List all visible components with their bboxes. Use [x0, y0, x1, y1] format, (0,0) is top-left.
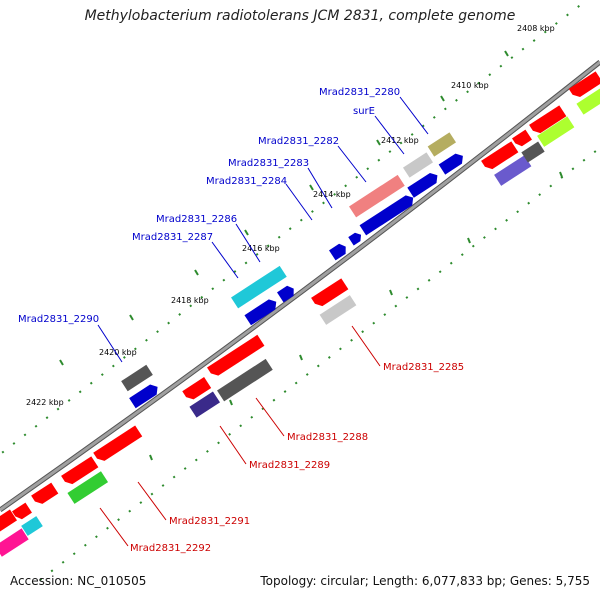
kbp-label-2422: 2422 kbp [26, 398, 64, 407]
gene-pink[interactable] [0, 528, 29, 557]
gene-2288a[interactable] [207, 334, 265, 379]
gene-2284[interactable] [359, 193, 417, 236]
gene-2292[interactable] [67, 471, 109, 504]
label-mrad2831-2283[interactable]: Mrad2831_2283 [228, 158, 309, 169]
label-mrad2831-2284[interactable]: Mrad2831_2284 [206, 176, 287, 187]
gene-2288[interactable] [217, 358, 273, 402]
forward-genes [21, 88, 600, 536]
inner-tick-ring [39, 146, 600, 581]
label-sure[interactable]: surE [353, 106, 375, 117]
reverse-genes [0, 71, 600, 557]
gene-2289a[interactable] [182, 377, 212, 402]
label-leaders [97, 96, 429, 547]
tick-mark [504, 50, 509, 57]
label-mrad2831-2280[interactable]: Mrad2831_2280 [319, 87, 400, 98]
label-mrad2831-2291[interactable]: Mrad2831_2291 [169, 516, 250, 527]
label-mrad2831-2290[interactable]: Mrad2831_2290 [18, 314, 99, 325]
leader-2280 [399, 96, 429, 135]
tick-mark [467, 237, 471, 244]
leader-2289 [219, 425, 247, 465]
leader-2285 [351, 325, 381, 367]
gene-2291[interactable] [61, 456, 99, 487]
outer-tick-ring [0, 0, 589, 456]
kbp-label-2408: 2408 kbp [517, 24, 555, 33]
tick-mark [389, 289, 393, 296]
gene-r4[interactable] [568, 71, 600, 99]
gene-labels: Mrad2831_2280 surE Mrad2831_2282 Mrad283… [18, 87, 464, 554]
gene-2276[interactable] [576, 88, 600, 115]
gene-2277[interactable] [537, 116, 575, 147]
leader-2287 [211, 241, 239, 279]
gene-2287[interactable] [244, 297, 279, 326]
tick-mark [244, 229, 249, 236]
gene-r1[interactable] [481, 141, 519, 172]
leader-2290 [97, 324, 123, 363]
label-mrad2831-2289[interactable]: Mrad2831_2289 [249, 460, 330, 471]
gene-2285a[interactable] [311, 278, 349, 309]
gene-2285[interactable] [319, 295, 357, 325]
gene-2290[interactable] [121, 364, 153, 392]
tick-mark [309, 184, 314, 191]
gene-r5[interactable] [31, 482, 59, 507]
kbp-label-2414: 2414 kbp [313, 190, 351, 199]
leader-2286 [235, 223, 261, 263]
kbp-label-2410: 2410 kbp [451, 81, 489, 90]
kbp-label-2420: 2420 kbp [99, 348, 137, 357]
kbp-labels: 2408 kbp 2410 kbp 2412 kbp 2414 kbp 2416… [26, 24, 555, 407]
label-mrad2831-2282[interactable]: Mrad2831_2282 [258, 136, 339, 147]
label-mrad2831-2288[interactable]: Mrad2831_2288 [287, 432, 368, 443]
gene-2291a[interactable] [93, 425, 143, 464]
leader-sure [374, 115, 405, 155]
label-mrad2831-2292[interactable]: Mrad2831_2292 [130, 543, 211, 554]
gene-2289[interactable] [189, 391, 221, 418]
genome-title: Methylobacterium radiotolerans JCM 2831,… [84, 8, 516, 24]
tick-mark [59, 359, 64, 366]
gene-sure[interactable] [402, 152, 434, 178]
tick-mark [149, 454, 153, 461]
leader-2282 [337, 145, 367, 183]
genome-backbone [0, 60, 600, 513]
gene-r2[interactable] [529, 105, 567, 136]
gene-2281b[interactable] [438, 151, 467, 175]
gene-r6[interactable] [12, 502, 32, 522]
tick-mark [129, 314, 134, 321]
tick-mark [559, 171, 563, 178]
label-mrad2831-2285[interactable]: Mrad2831_2285 [383, 362, 464, 373]
gene-2280[interactable] [427, 132, 457, 157]
tick-mark [440, 95, 445, 102]
label-mrad2831-2287[interactable]: Mrad2831_2287 [132, 232, 213, 243]
kbp-label-2416: 2416 kbp [242, 244, 280, 253]
gene-r3[interactable] [512, 129, 532, 149]
tick-mark [229, 399, 233, 406]
tick-mark [299, 354, 303, 361]
gene-r7[interactable] [0, 509, 18, 536]
gene-2286b[interactable] [277, 284, 297, 303]
genome-summary: Topology: circular; Length: 6,077,833 bp… [260, 574, 590, 588]
leader-2292 [99, 507, 129, 547]
gene-2282[interactable] [349, 174, 405, 218]
gene-2290b[interactable] [129, 382, 161, 409]
leader-2284 [285, 183, 313, 221]
label-mrad2831-2286[interactable]: Mrad2831_2286 [156, 214, 237, 225]
gene-edge-cyan[interactable] [21, 516, 43, 536]
gene-2279[interactable] [494, 155, 532, 186]
gene-2283[interactable] [407, 170, 440, 198]
tick-mark [194, 269, 199, 276]
leader-2288 [255, 397, 285, 437]
accession-label: Accession: NC_010505 [10, 574, 147, 588]
gene-2278[interactable] [521, 141, 545, 163]
kbp-label-2418: 2418 kbp [171, 296, 209, 305]
tick-mark [376, 139, 381, 146]
leader-2283 [307, 167, 333, 209]
gene-small-a[interactable] [348, 231, 364, 246]
major-ticks [59, 50, 563, 461]
gene-small-b[interactable] [329, 242, 349, 261]
kbp-label-2412: 2412 kbp [381, 136, 419, 145]
gene-2286[interactable] [231, 265, 287, 309]
leader-2291 [137, 481, 167, 521]
